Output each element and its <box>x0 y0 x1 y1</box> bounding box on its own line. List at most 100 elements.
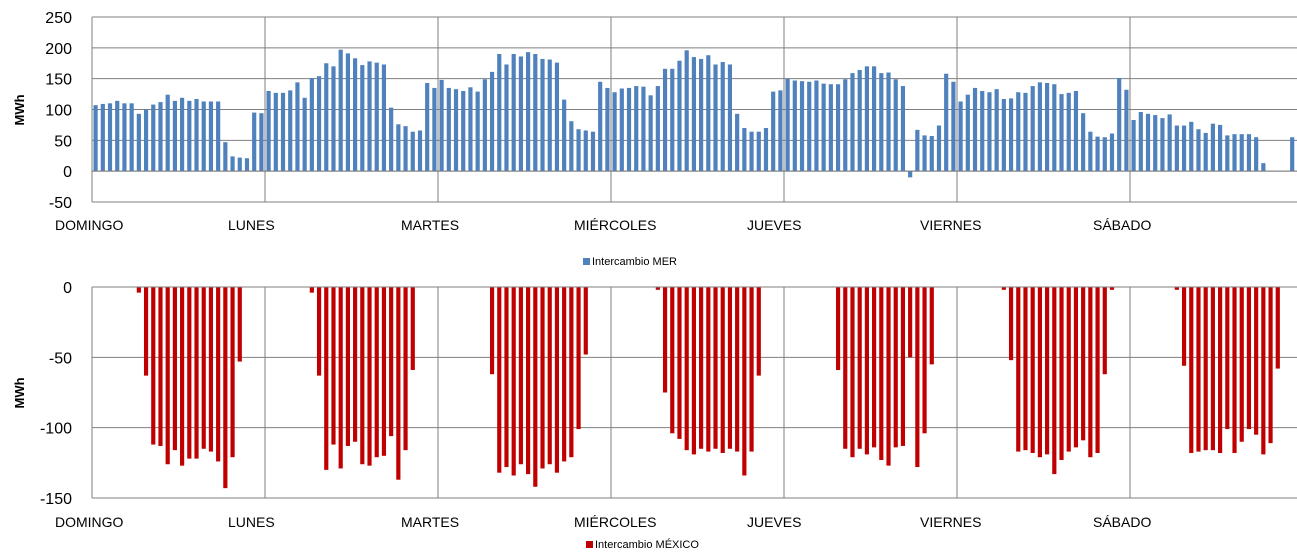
bottom-bar <box>1189 287 1194 453</box>
top-legend-label: Intercambio MER <box>592 256 677 268</box>
top-bar <box>799 81 805 172</box>
top-bar <box>172 100 177 172</box>
top-bar <box>619 88 624 172</box>
top-bar <box>879 73 884 172</box>
bottom-bar <box>1218 287 1223 453</box>
top-bar <box>389 107 394 172</box>
top-category-label: DOMINGO <box>55 217 124 233</box>
bottom-bar <box>1008 287 1014 361</box>
top-bar <box>958 101 963 172</box>
top-bar <box>785 78 790 172</box>
bottom-bar <box>165 287 170 465</box>
top-bar <box>1117 78 1122 172</box>
bottom-bar <box>1268 287 1273 444</box>
top-bar <box>475 91 480 172</box>
top-bar <box>735 113 740 172</box>
top-bar <box>396 124 401 172</box>
bottom-bar <box>835 287 841 370</box>
top-bar <box>151 104 156 172</box>
top-bar <box>576 129 581 172</box>
top-bar <box>165 94 170 172</box>
bottom-bar <box>1239 287 1244 442</box>
top-bar <box>381 64 387 172</box>
top-bar <box>699 58 704 172</box>
bottom-bar <box>1081 287 1086 441</box>
bottom-bar <box>1174 287 1179 290</box>
top-bar <box>1153 115 1158 172</box>
top-bar <box>828 84 833 172</box>
bottom-bar <box>353 287 358 442</box>
top-bar <box>1210 123 1215 172</box>
bottom-bar <box>843 287 848 449</box>
top-bar <box>1016 92 1021 172</box>
bottom-bar <box>1016 287 1021 452</box>
bottom-category-label: MARTES <box>401 514 459 530</box>
bottom-bar <box>554 287 560 473</box>
top-bar <box>511 54 516 172</box>
top-bar <box>1045 82 1050 172</box>
top-bar <box>316 76 322 172</box>
top-bar <box>180 97 185 172</box>
bottom-bar <box>1196 287 1201 452</box>
top-bar <box>489 71 495 172</box>
top-bar <box>706 55 711 172</box>
top-bar <box>1131 119 1136 172</box>
top-bar <box>648 95 653 172</box>
top-category-label: JUEVES <box>747 217 801 233</box>
top-bar <box>122 103 127 172</box>
top-y-tick-label: 50 <box>54 133 72 150</box>
top-bar <box>1160 118 1165 172</box>
bottom-bar <box>1088 287 1093 458</box>
top-y-tick-label: 150 <box>45 72 72 89</box>
bottom-bar <box>180 287 185 466</box>
top-bar <box>590 131 596 172</box>
bottom-bar <box>1109 287 1115 290</box>
top-y-tick-label: -50 <box>49 195 72 212</box>
top-category-label: LUNES <box>228 217 275 233</box>
top-bar <box>835 84 841 172</box>
top-bar <box>1023 92 1028 172</box>
top-bar <box>655 86 660 172</box>
bottom-bar <box>331 287 336 445</box>
top-bar <box>908 171 913 178</box>
top-bar <box>1008 98 1014 172</box>
top-bar <box>93 105 98 172</box>
top-bar <box>987 92 992 172</box>
bottom-bar <box>562 287 567 462</box>
bottom-bar <box>915 287 920 468</box>
bottom-bar <box>389 287 394 437</box>
bottom-legend-swatch <box>586 541 593 548</box>
bottom-bar <box>1261 287 1266 455</box>
top-bar <box>252 112 257 172</box>
bottom-bar <box>1225 287 1230 430</box>
top-bar <box>1290 137 1295 172</box>
top-bar <box>497 54 502 172</box>
bottom-bar <box>857 287 862 449</box>
top-bar <box>208 101 214 172</box>
top-bar <box>187 100 192 172</box>
bottom-bar <box>1037 287 1042 458</box>
bottom-y-tick-label: -50 <box>49 350 72 367</box>
top-bar <box>864 66 869 172</box>
bottom-bar <box>194 287 199 459</box>
top-bar <box>136 113 141 172</box>
top-bar <box>922 135 927 172</box>
top-bar <box>756 131 761 172</box>
bottom-bar <box>324 287 329 470</box>
bottom-bar <box>1254 287 1259 435</box>
bottom-bar <box>886 287 891 466</box>
top-bar <box>778 90 783 172</box>
top-bar <box>259 113 264 172</box>
top-bar <box>410 131 415 172</box>
bottom-bar <box>900 287 906 446</box>
bottom-bar <box>143 287 149 376</box>
bottom-bar <box>662 287 668 393</box>
bottom-bar <box>576 287 581 430</box>
bottom-bar <box>158 287 163 446</box>
top-bar <box>583 130 588 172</box>
bottom-bar <box>1059 287 1064 461</box>
bottom-bar <box>410 287 415 370</box>
bottom-bar <box>735 287 740 452</box>
bottom-bar <box>172 287 177 451</box>
bottom-bar <box>526 287 531 475</box>
